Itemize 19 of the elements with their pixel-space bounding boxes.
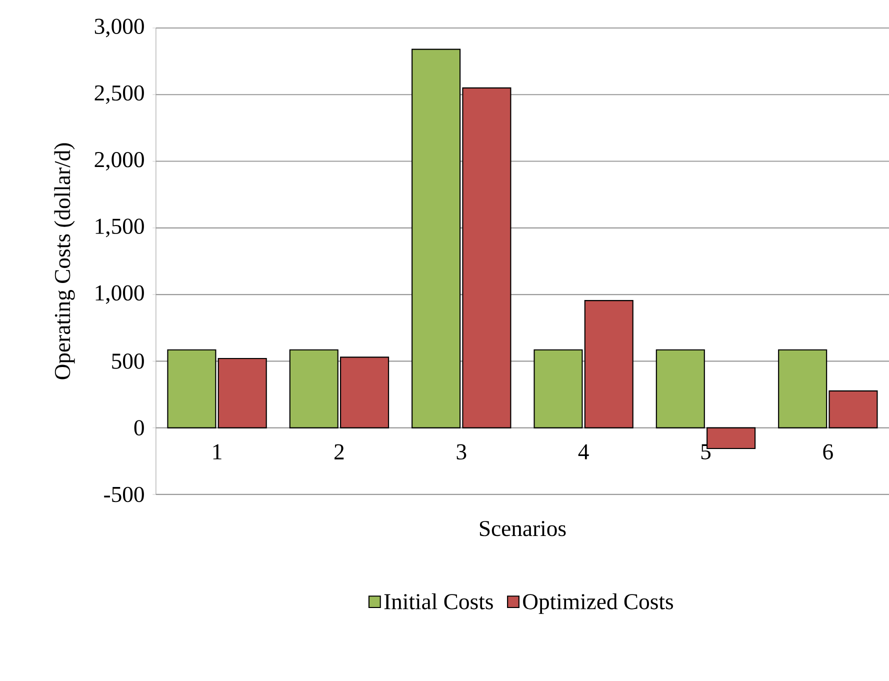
y-tick-label: 2,000 bbox=[94, 152, 144, 171]
y-tick-label: 2,500 bbox=[94, 85, 144, 104]
x-tick-label: 3 bbox=[456, 444, 466, 460]
legend-label: Optimized Costs bbox=[523, 593, 673, 614]
y-tick-label: -500 bbox=[104, 486, 144, 502]
y-tick-label: 1,500 bbox=[96, 218, 144, 238]
y-tick-label: 1,000 bbox=[96, 285, 144, 304]
bar bbox=[218, 358, 267, 428]
x-tick-label: 4 bbox=[578, 444, 589, 460]
x-axis-title: Scenarios bbox=[480, 520, 566, 536]
x-tick-label: 6 bbox=[823, 444, 833, 460]
y-tick-label: 500 bbox=[112, 354, 144, 369]
y-tick-label: 0 bbox=[134, 420, 144, 436]
x-tick-label: 2 bbox=[334, 444, 344, 460]
y-axis-title: Operating Costs (dollar/d) bbox=[54, 143, 75, 380]
x-tick-label: 1 bbox=[213, 444, 222, 460]
bar bbox=[167, 349, 216, 428]
y-tick-label: 3,000 bbox=[94, 18, 144, 38]
legend-label: Initial Costs bbox=[384, 593, 493, 610]
